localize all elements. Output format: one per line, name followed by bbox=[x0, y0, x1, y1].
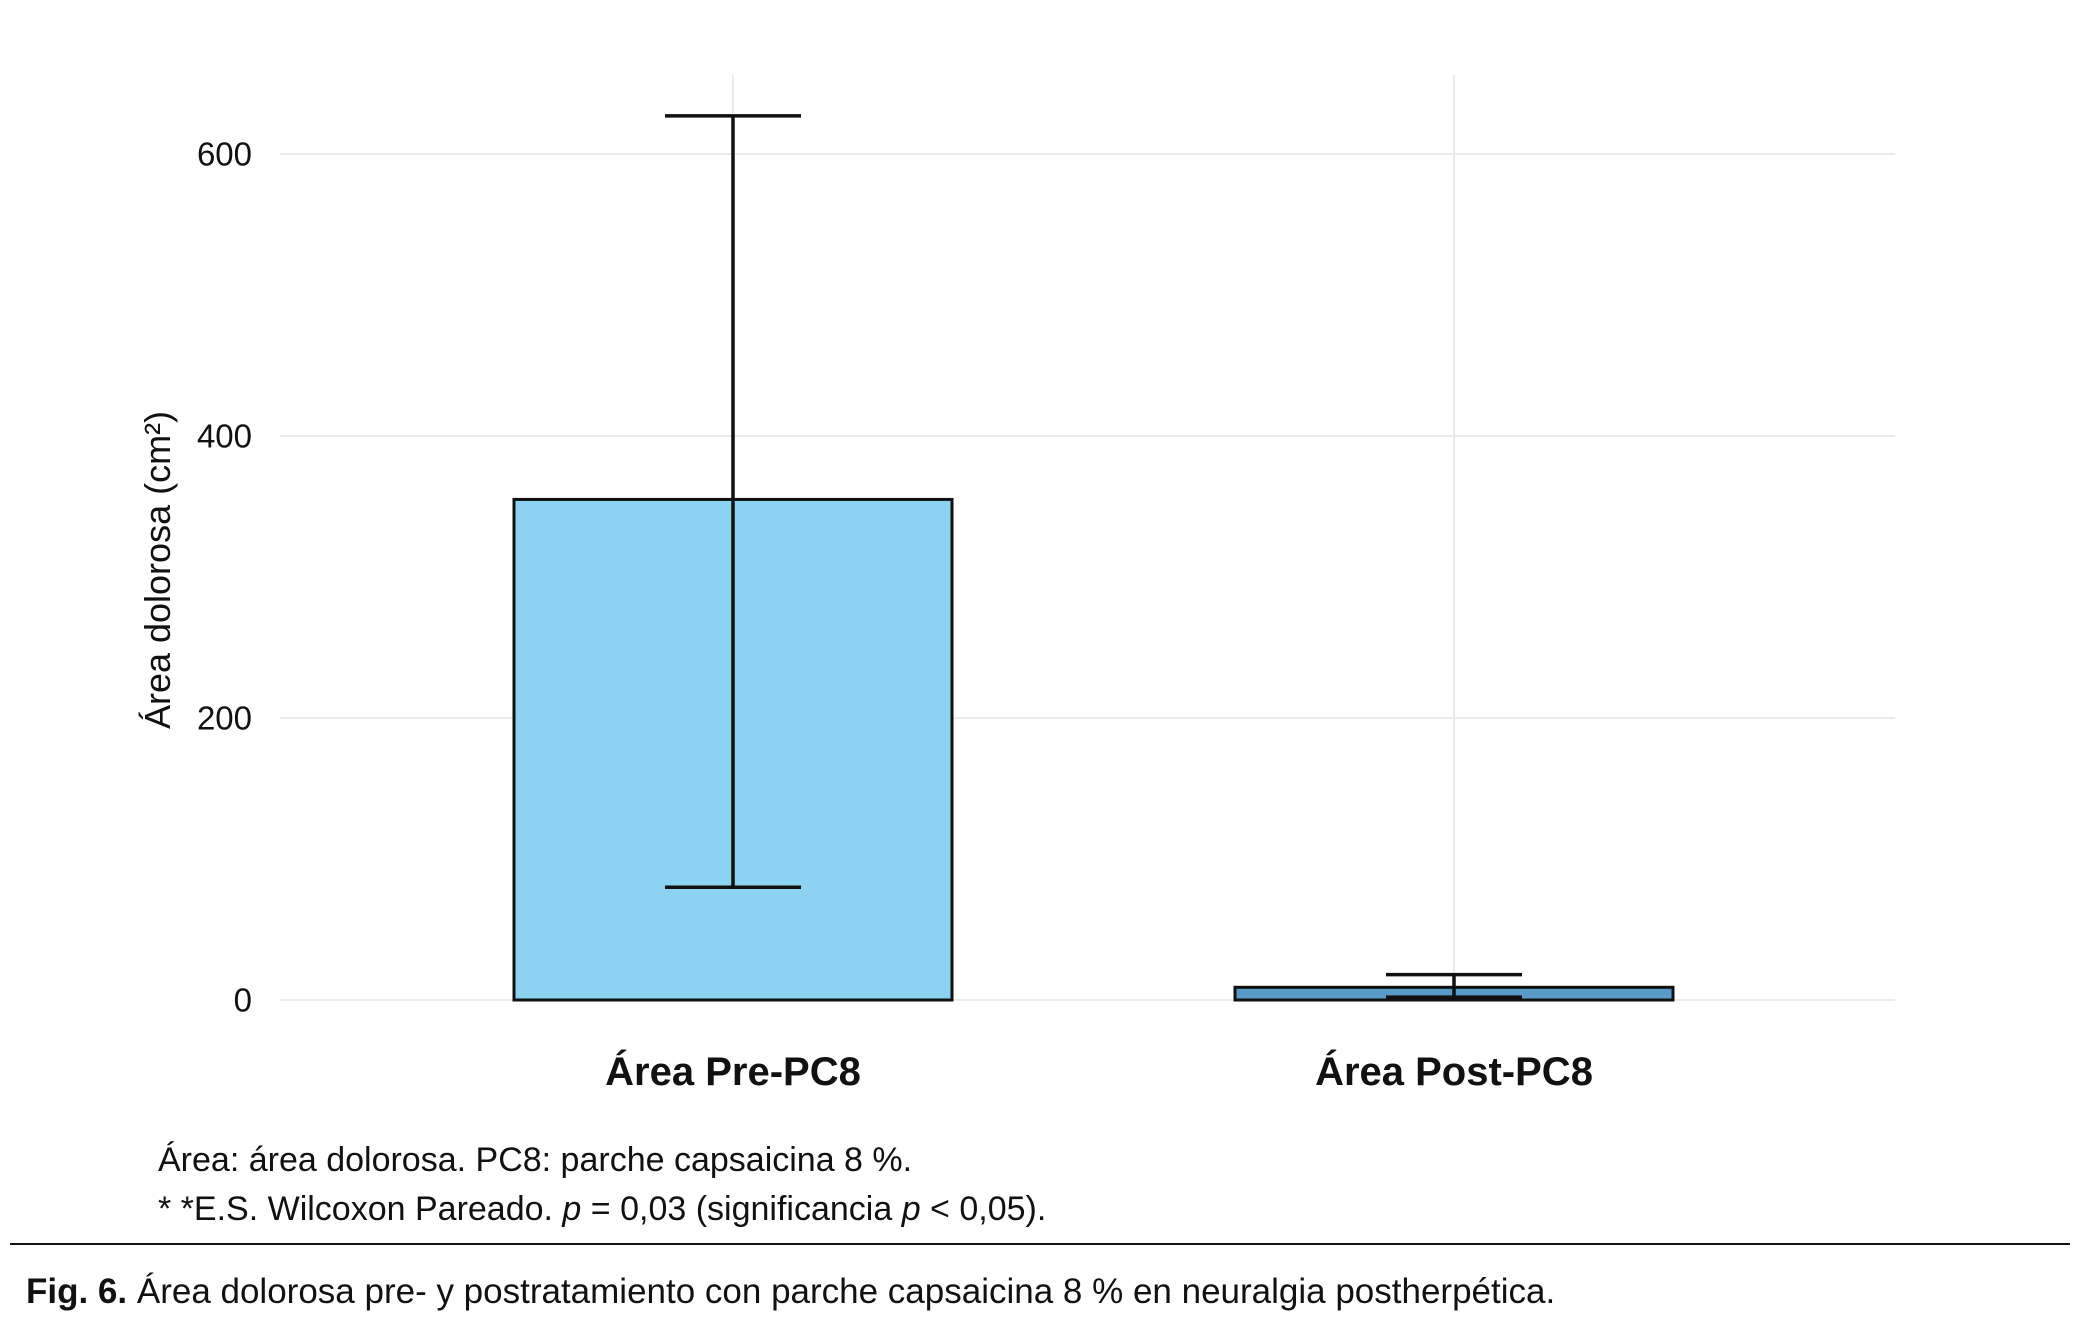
x-category-label: Área Pre-PC8 bbox=[605, 1049, 861, 1094]
figure-caption-text: Área dolorosa pre- y postratamiento con … bbox=[127, 1272, 1556, 1311]
footnote-line-2: * *E.S. Wilcoxon Pareado. p = 0,03 (sign… bbox=[158, 1185, 1046, 1234]
footnote-line2-segment: < 0,05). bbox=[920, 1190, 1047, 1229]
y-axis-label: Área dolorosa (cm²) bbox=[137, 411, 178, 729]
footnote-p-symbol: p bbox=[901, 1190, 921, 1229]
y-tick-label: 0 bbox=[234, 982, 252, 1019]
y-tick-label: 400 bbox=[197, 417, 252, 454]
figure-caption: Fig. 6. Área dolorosa pre- y postratamie… bbox=[26, 1272, 1555, 1312]
footnotes: Área: área dolorosa. PC8: parche capsaic… bbox=[158, 1136, 1046, 1235]
footnote-p-symbol: p bbox=[562, 1190, 582, 1229]
footnote-line2-segment: = 0,03 (significancia bbox=[581, 1190, 902, 1229]
error-bars-layer bbox=[665, 114, 1522, 999]
footnote-line2-segment: * *E.S. Wilcoxon Pareado. bbox=[158, 1190, 563, 1229]
y-tick-label: 200 bbox=[197, 699, 252, 736]
bar-chart: 0 200 400 600 Área Pre-PC8 Área Post-PC8 Área… bbox=[137, 75, 1895, 1094]
axis-labels-layer: 0 200 400 600 Área Pre-PC8 Área Post-PC8 bbox=[197, 135, 1593, 1094]
y-tick-label: 600 bbox=[197, 135, 252, 172]
x-category-label: Área Post-PC8 bbox=[1315, 1049, 1593, 1094]
caption-divider bbox=[10, 1243, 2070, 1245]
bar-layer bbox=[512, 497, 1675, 1002]
figure-number: Fig. 6. bbox=[26, 1272, 128, 1311]
footnote-line-1: Área: área dolorosa. PC8: parche capsaic… bbox=[158, 1141, 913, 1179]
